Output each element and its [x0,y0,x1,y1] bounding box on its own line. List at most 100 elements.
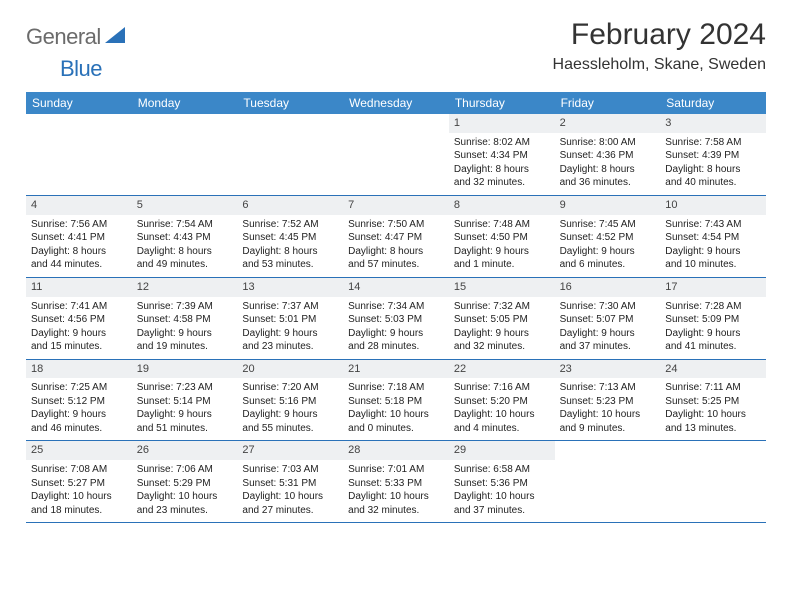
calendar-cell: 25Sunrise: 7:08 AMSunset: 5:27 PMDayligh… [26,441,132,522]
day-number: 9 [555,196,661,215]
cell-line-day2: and 23 minutes. [137,504,233,518]
cell-line-day1: Daylight: 10 hours [348,490,444,504]
cell-line-day1: Daylight: 9 hours [665,327,761,341]
calendar-cell: 8Sunrise: 7:48 AMSunset: 4:50 PMDaylight… [449,196,555,277]
cell-line-sunset: Sunset: 5:31 PM [242,477,338,491]
day-number: 21 [343,360,449,379]
cell-line-sunrise: Sunrise: 7:50 AM [348,218,444,232]
calendar-week: 4Sunrise: 7:56 AMSunset: 4:41 PMDaylight… [26,196,766,278]
cell-line-sunrise: Sunrise: 7:25 AM [31,381,127,395]
cell-line-sunrise: Sunrise: 7:45 AM [560,218,656,232]
day-header: Tuesday [237,92,343,114]
cell-line-day1: Daylight: 9 hours [560,327,656,341]
calendar-cell: 2Sunrise: 8:00 AMSunset: 4:36 PMDaylight… [555,114,661,195]
logo: General [26,18,127,50]
cell-body: Sunrise: 7:32 AMSunset: 5:05 PMDaylight:… [449,297,555,359]
cell-line-sunset: Sunset: 4:47 PM [348,231,444,245]
cell-line-sunset: Sunset: 4:39 PM [665,149,761,163]
cell-line-day1: Daylight: 8 hours [31,245,127,259]
cell-line-day1: Daylight: 10 hours [137,490,233,504]
cell-line-day2: and 19 minutes. [137,340,233,354]
cell-line-day1: Daylight: 9 hours [137,408,233,422]
day-header: Friday [555,92,661,114]
cell-line-day1: Daylight: 10 hours [242,490,338,504]
cell-line-day1: Daylight: 10 hours [31,490,127,504]
day-header: Monday [132,92,238,114]
cell-line-day2: and 6 minutes. [560,258,656,272]
cell-line-sunset: Sunset: 4:54 PM [665,231,761,245]
cell-line-day1: Daylight: 9 hours [454,245,550,259]
cell-line-day2: and 46 minutes. [31,422,127,436]
cell-body: Sunrise: 7:11 AMSunset: 5:25 PMDaylight:… [660,378,766,440]
calendar-cell: 6Sunrise: 7:52 AMSunset: 4:45 PMDaylight… [237,196,343,277]
cell-line-sunset: Sunset: 5:25 PM [665,395,761,409]
day-number: 10 [660,196,766,215]
day-number: 17 [660,278,766,297]
cell-line-sunset: Sunset: 5:09 PM [665,313,761,327]
cell-line-day1: Daylight: 8 hours [242,245,338,259]
cell-body: Sunrise: 7:16 AMSunset: 5:20 PMDaylight:… [449,378,555,440]
day-number: 16 [555,278,661,297]
cell-line-sunset: Sunset: 5:23 PM [560,395,656,409]
cell-line-sunrise: Sunrise: 7:11 AM [665,381,761,395]
cell-line-sunset: Sunset: 4:50 PM [454,231,550,245]
day-number: 13 [237,278,343,297]
cell-line-sunset: Sunset: 4:58 PM [137,313,233,327]
cell-line-day2: and 32 minutes. [454,176,550,190]
cell-line-day1: Daylight: 8 hours [348,245,444,259]
cell-line-sunrise: Sunrise: 7:30 AM [560,300,656,314]
cell-line-day1: Daylight: 9 hours [348,327,444,341]
calendar-cell: 13Sunrise: 7:37 AMSunset: 5:01 PMDayligh… [237,278,343,359]
cell-body: Sunrise: 7:37 AMSunset: 5:01 PMDaylight:… [237,297,343,359]
cell-body: Sunrise: 7:48 AMSunset: 4:50 PMDaylight:… [449,215,555,277]
day-number: 28 [343,441,449,460]
calendar-cell: 17Sunrise: 7:28 AMSunset: 5:09 PMDayligh… [660,278,766,359]
day-number: 3 [660,114,766,133]
cell-line-sunset: Sunset: 4:36 PM [560,149,656,163]
cell-body: Sunrise: 7:41 AMSunset: 4:56 PMDaylight:… [26,297,132,359]
cell-body: Sunrise: 7:28 AMSunset: 5:09 PMDaylight:… [660,297,766,359]
cell-line-day1: Daylight: 10 hours [454,408,550,422]
cell-line-sunrise: Sunrise: 7:54 AM [137,218,233,232]
cell-line-day2: and 28 minutes. [348,340,444,354]
cell-line-day1: Daylight: 9 hours [31,327,127,341]
cell-line-sunrise: Sunrise: 7:03 AM [242,463,338,477]
cell-line-sunset: Sunset: 5:33 PM [348,477,444,491]
calendar-cell-empty [660,441,766,522]
cell-body: Sunrise: 7:58 AMSunset: 4:39 PMDaylight:… [660,133,766,195]
cell-line-day1: Daylight: 9 hours [242,408,338,422]
calendar-cell: 1Sunrise: 8:02 AMSunset: 4:34 PMDaylight… [449,114,555,195]
cell-line-day2: and 10 minutes. [665,258,761,272]
cell-line-day1: Daylight: 8 hours [454,163,550,177]
cell-body: Sunrise: 7:52 AMSunset: 4:45 PMDaylight:… [237,215,343,277]
calendar-cell-empty [343,114,449,195]
day-number: 25 [26,441,132,460]
cell-line-sunrise: Sunrise: 7:18 AM [348,381,444,395]
cell-line-day2: and 44 minutes. [31,258,127,272]
cell-body: Sunrise: 8:00 AMSunset: 4:36 PMDaylight:… [555,133,661,195]
cell-line-day2: and 15 minutes. [31,340,127,354]
cell-line-day1: Daylight: 8 hours [665,163,761,177]
cell-line-day1: Daylight: 10 hours [560,408,656,422]
calendar-week: 18Sunrise: 7:25 AMSunset: 5:12 PMDayligh… [26,360,766,442]
cell-line-sunrise: Sunrise: 8:02 AM [454,136,550,150]
cell-line-day2: and 55 minutes. [242,422,338,436]
cell-line-day2: and 23 minutes. [242,340,338,354]
cell-body: Sunrise: 7:50 AMSunset: 4:47 PMDaylight:… [343,215,449,277]
cell-line-sunrise: Sunrise: 7:56 AM [31,218,127,232]
cell-body: Sunrise: 7:08 AMSunset: 5:27 PMDaylight:… [26,460,132,522]
day-number: 5 [132,196,238,215]
day-number: 23 [555,360,661,379]
day-header: Thursday [449,92,555,114]
calendar-cell: 27Sunrise: 7:03 AMSunset: 5:31 PMDayligh… [237,441,343,522]
cell-line-sunset: Sunset: 4:45 PM [242,231,338,245]
calendar-cell-empty [237,114,343,195]
day-number: 20 [237,360,343,379]
cell-line-sunrise: Sunrise: 7:43 AM [665,218,761,232]
cell-line-day2: and 53 minutes. [242,258,338,272]
cell-body: Sunrise: 7:30 AMSunset: 5:07 PMDaylight:… [555,297,661,359]
cell-body: Sunrise: 7:43 AMSunset: 4:54 PMDaylight:… [660,215,766,277]
cell-line-day2: and 27 minutes. [242,504,338,518]
cell-line-sunset: Sunset: 4:56 PM [31,313,127,327]
day-header: Sunday [26,92,132,114]
